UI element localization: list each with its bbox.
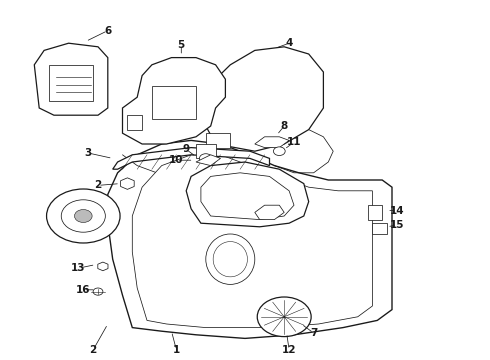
Polygon shape	[186, 162, 309, 227]
Text: 16: 16	[76, 285, 91, 295]
Text: 15: 15	[390, 220, 404, 230]
Text: 6: 6	[104, 26, 111, 36]
Polygon shape	[152, 86, 196, 119]
Text: 5: 5	[178, 40, 185, 50]
Text: 2: 2	[95, 180, 101, 190]
Text: 4: 4	[285, 38, 293, 48]
Polygon shape	[196, 144, 216, 158]
Circle shape	[273, 147, 285, 156]
Circle shape	[257, 297, 311, 337]
Text: 7: 7	[310, 328, 318, 338]
Polygon shape	[196, 155, 220, 166]
Polygon shape	[122, 58, 225, 144]
Polygon shape	[108, 140, 392, 338]
Circle shape	[199, 154, 212, 163]
Text: 3: 3	[85, 148, 92, 158]
Circle shape	[74, 210, 92, 222]
Text: 8: 8	[281, 121, 288, 131]
Polygon shape	[34, 43, 108, 115]
Polygon shape	[206, 47, 323, 151]
Text: 11: 11	[287, 137, 301, 147]
Text: 12: 12	[282, 345, 296, 355]
Text: 2: 2	[90, 345, 97, 355]
Circle shape	[47, 189, 120, 243]
Polygon shape	[121, 178, 134, 189]
Polygon shape	[201, 173, 294, 220]
Polygon shape	[113, 148, 270, 169]
Polygon shape	[49, 65, 93, 101]
Circle shape	[93, 288, 103, 295]
Text: 14: 14	[390, 206, 404, 216]
Polygon shape	[98, 262, 108, 271]
Polygon shape	[206, 133, 230, 148]
Text: 1: 1	[173, 345, 180, 355]
Polygon shape	[368, 205, 382, 220]
Text: 10: 10	[169, 155, 184, 165]
Text: 13: 13	[71, 263, 86, 273]
Polygon shape	[372, 223, 387, 234]
Polygon shape	[255, 137, 289, 148]
Polygon shape	[132, 155, 372, 328]
Polygon shape	[127, 115, 142, 130]
Text: 9: 9	[183, 144, 190, 154]
Polygon shape	[255, 205, 284, 220]
